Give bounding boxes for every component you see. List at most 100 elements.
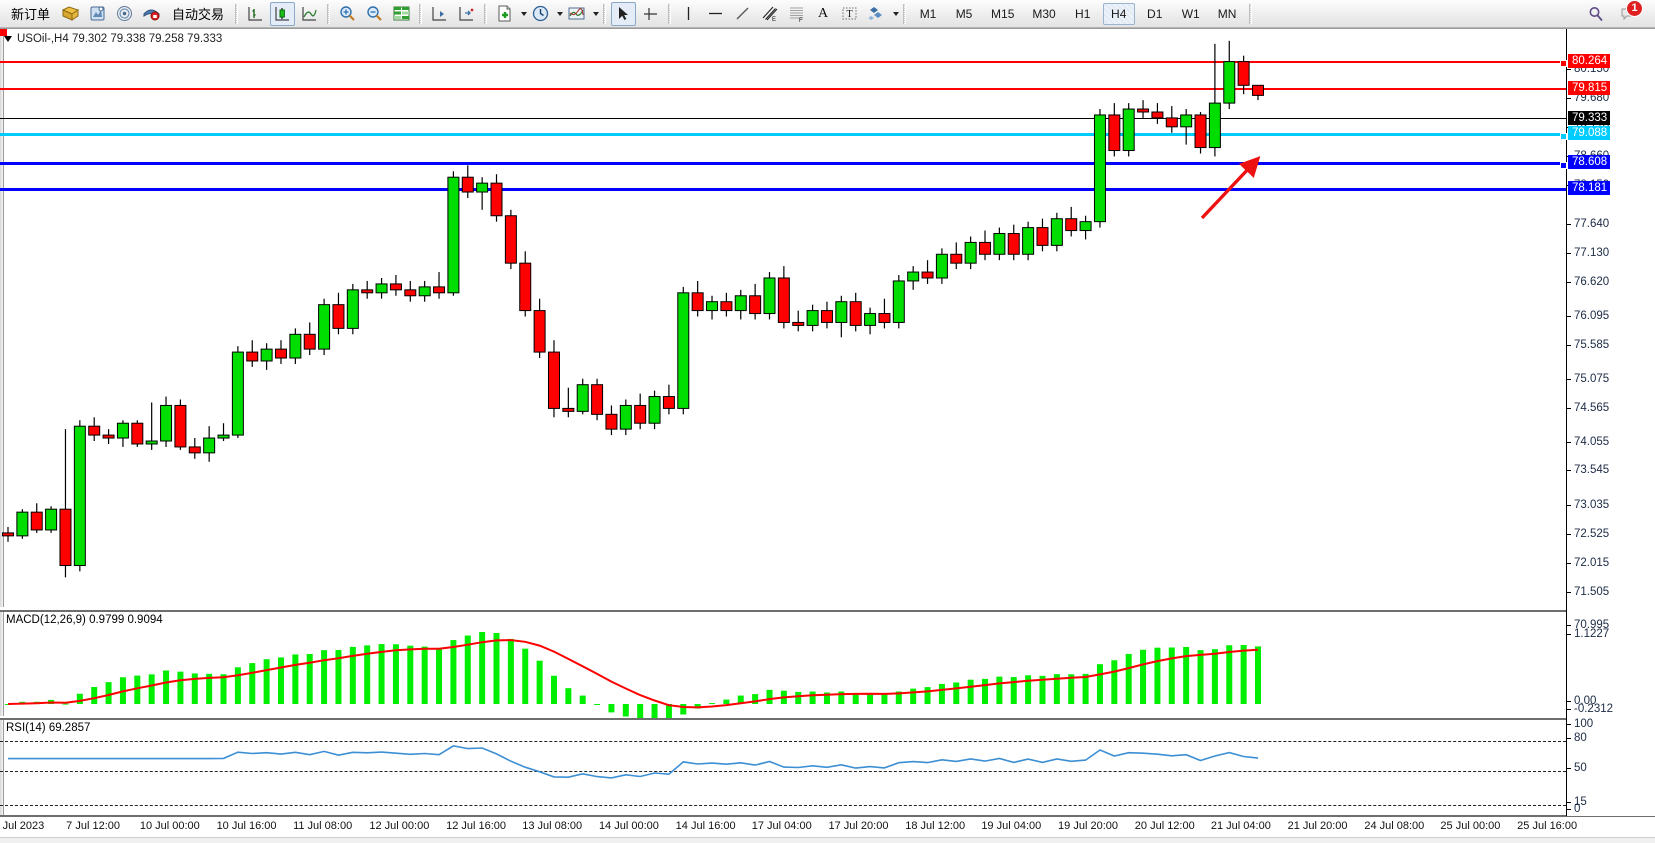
price-tick: 76.095 bbox=[1567, 310, 1609, 322]
rsi-pane[interactable]: RSI(14) 69.2857 bbox=[0, 718, 1566, 816]
timeframe-mn[interactable]: MN bbox=[1217, 6, 1237, 21]
price-tick: 75.075 bbox=[1567, 373, 1609, 385]
chevron-down-icon[interactable] bbox=[4, 36, 12, 42]
level-handle[interactable] bbox=[1560, 162, 1567, 169]
price-scale[interactable]: 80.15079.68079.17078.66078.15077.64077.1… bbox=[1566, 29, 1655, 816]
chevron-down-icon[interactable] bbox=[593, 11, 600, 16]
price-tick: 70.995 bbox=[1567, 619, 1609, 631]
indicator-tick: 100 bbox=[1567, 718, 1593, 730]
level-line-79815[interactable] bbox=[0, 88, 1566, 90]
market-watch-icon[interactable] bbox=[112, 2, 137, 26]
indicator-tick: 0 bbox=[1567, 803, 1580, 815]
trendline-icon[interactable] bbox=[730, 2, 755, 26]
chevron-down-icon[interactable] bbox=[521, 11, 528, 16]
timeframe-m15[interactable]: M15 bbox=[991, 6, 1015, 21]
auto-trading-label: 自动交易 bbox=[172, 7, 225, 22]
equidistant-channel-icon[interactable]: E bbox=[757, 2, 782, 26]
level-handle[interactable] bbox=[1560, 133, 1567, 140]
indicators-icon[interactable] bbox=[564, 2, 589, 26]
level-line-78608[interactable] bbox=[0, 162, 1567, 169]
chart-close-marker[interactable] bbox=[0, 29, 7, 36]
timeframe-m30[interactable]: M30 bbox=[1032, 6, 1056, 21]
search-icon[interactable] bbox=[1583, 2, 1609, 26]
time-label: 12 Jul 00:00 bbox=[369, 820, 430, 832]
expert-advisor-icon[interactable] bbox=[139, 2, 164, 26]
line-chart-icon[interactable] bbox=[297, 2, 322, 26]
svg-text:F: F bbox=[799, 18, 803, 23]
price-tick: 77.130 bbox=[1567, 247, 1609, 259]
time-label: 10 Jul 16:00 bbox=[216, 820, 277, 832]
pane-left-rail bbox=[0, 612, 4, 716]
data-window-icon[interactable] bbox=[389, 2, 414, 26]
folder-icon[interactable] bbox=[58, 2, 83, 26]
timeframe-m1[interactable]: M1 bbox=[919, 6, 937, 21]
level-handle[interactable] bbox=[1560, 60, 1567, 67]
time-label: 21 Jul 20:00 bbox=[1287, 820, 1348, 832]
price-tick: 73.545 bbox=[1567, 464, 1609, 476]
rsi-guide-80 bbox=[0, 741, 1566, 742]
time-label: 14 Jul 16:00 bbox=[675, 820, 736, 832]
macd-pane[interactable]: MACD(12,26,9) 0.9799 0.9094 bbox=[0, 610, 1566, 718]
period-icon[interactable] bbox=[528, 2, 553, 26]
level-line-80264[interactable] bbox=[0, 60, 1567, 67]
time-axis[interactable]: 6 Jul 2023 7 Jul 12:00 10 Jul 00:00 10 Jul … bbox=[0, 816, 1655, 837]
vertical-line-icon[interactable] bbox=[676, 2, 701, 26]
zoom-out-icon[interactable] bbox=[362, 2, 387, 26]
candlestick-chart-icon[interactable] bbox=[270, 1, 296, 26]
time-label: 10 Jul 00:00 bbox=[139, 820, 200, 832]
price-tick: 72.015 bbox=[1567, 557, 1609, 569]
level-line-78181[interactable] bbox=[0, 188, 1566, 191]
profiles-icon[interactable] bbox=[85, 2, 110, 26]
price-tag[interactable]: 79.088 bbox=[1568, 126, 1611, 140]
price-tick: 77.640 bbox=[1567, 218, 1609, 230]
price-tag[interactable]: 79.815 bbox=[1568, 81, 1611, 95]
rsi-series bbox=[8, 745, 1259, 779]
price-tag[interactable]: 78.181 bbox=[1568, 181, 1611, 195]
time-label: 7 Jul 12:00 bbox=[66, 820, 120, 832]
pane-left-rail bbox=[0, 720, 4, 815]
zoom-in-icon[interactable] bbox=[335, 2, 360, 26]
candlestick-series bbox=[2, 40, 1264, 578]
bar-chart-icon[interactable] bbox=[243, 2, 268, 26]
level-line-79088[interactable] bbox=[0, 133, 1567, 140]
new-order-button[interactable]: 新订单 bbox=[5, 2, 56, 26]
auto-trading-button[interactable]: 自动交易 bbox=[166, 2, 230, 26]
annotation-arrow[interactable] bbox=[1196, 154, 1276, 224]
text-icon[interactable]: A bbox=[817, 5, 829, 21]
indicator-tick: 80 bbox=[1567, 732, 1587, 744]
cursor-icon[interactable] bbox=[611, 1, 637, 26]
time-label: 25 Jul 16:00 bbox=[1517, 820, 1578, 832]
price-tag[interactable]: 78.608 bbox=[1568, 155, 1611, 169]
text-label-icon[interactable]: T bbox=[837, 2, 862, 26]
notifications-icon[interactable]: 1 bbox=[1616, 0, 1643, 26]
new-order-label: 新订单 bbox=[11, 7, 51, 22]
time-label: 14 Jul 00:00 bbox=[598, 820, 659, 832]
timeframe-h1[interactable]: H1 bbox=[1075, 6, 1091, 21]
timeframe-d1[interactable]: D1 bbox=[1147, 6, 1163, 21]
price-pane[interactable]: USOil-,H4 79.302 79.338 79.258 79.333 bbox=[0, 29, 1567, 607]
price-tag[interactable]: 79.333 bbox=[1568, 111, 1611, 125]
timeframe-h4[interactable]: H4 bbox=[1102, 2, 1135, 25]
rsi-label: RSI(14) 69.2857 bbox=[6, 722, 91, 734]
fibonacci-icon[interactable]: F bbox=[784, 2, 809, 26]
indicator-tick: 15 bbox=[1567, 796, 1587, 808]
shapes-icon[interactable] bbox=[864, 2, 889, 26]
time-label: 21 Jul 04:00 bbox=[1210, 820, 1271, 832]
timeframe-w1[interactable]: W1 bbox=[1181, 6, 1200, 21]
chart-window[interactable]: USOil-,H4 79.302 79.338 79.258 79.333 bbox=[0, 28, 1655, 843]
templates-icon[interactable] bbox=[492, 2, 517, 26]
timeframe-m5[interactable]: M5 bbox=[955, 6, 973, 21]
chart-shift-icon[interactable] bbox=[427, 2, 452, 26]
level-line-79333[interactable] bbox=[0, 118, 1566, 119]
price-tag[interactable]: 80.264 bbox=[1568, 54, 1611, 68]
chevron-down-icon[interactable] bbox=[893, 11, 900, 16]
macd-series bbox=[5, 632, 1261, 718]
auto-scroll-icon[interactable] bbox=[454, 2, 479, 26]
main-toolbar: 新订单 自动交易 bbox=[0, 0, 1655, 28]
chevron-down-icon[interactable] bbox=[557, 11, 564, 16]
crosshair-icon[interactable] bbox=[638, 2, 663, 26]
horizontal-line-icon[interactable] bbox=[703, 2, 728, 26]
indicator-tick: 0.00 bbox=[1567, 695, 1596, 707]
price-tick: 79.680 bbox=[1567, 92, 1609, 104]
svg-text:E: E bbox=[772, 17, 776, 23]
